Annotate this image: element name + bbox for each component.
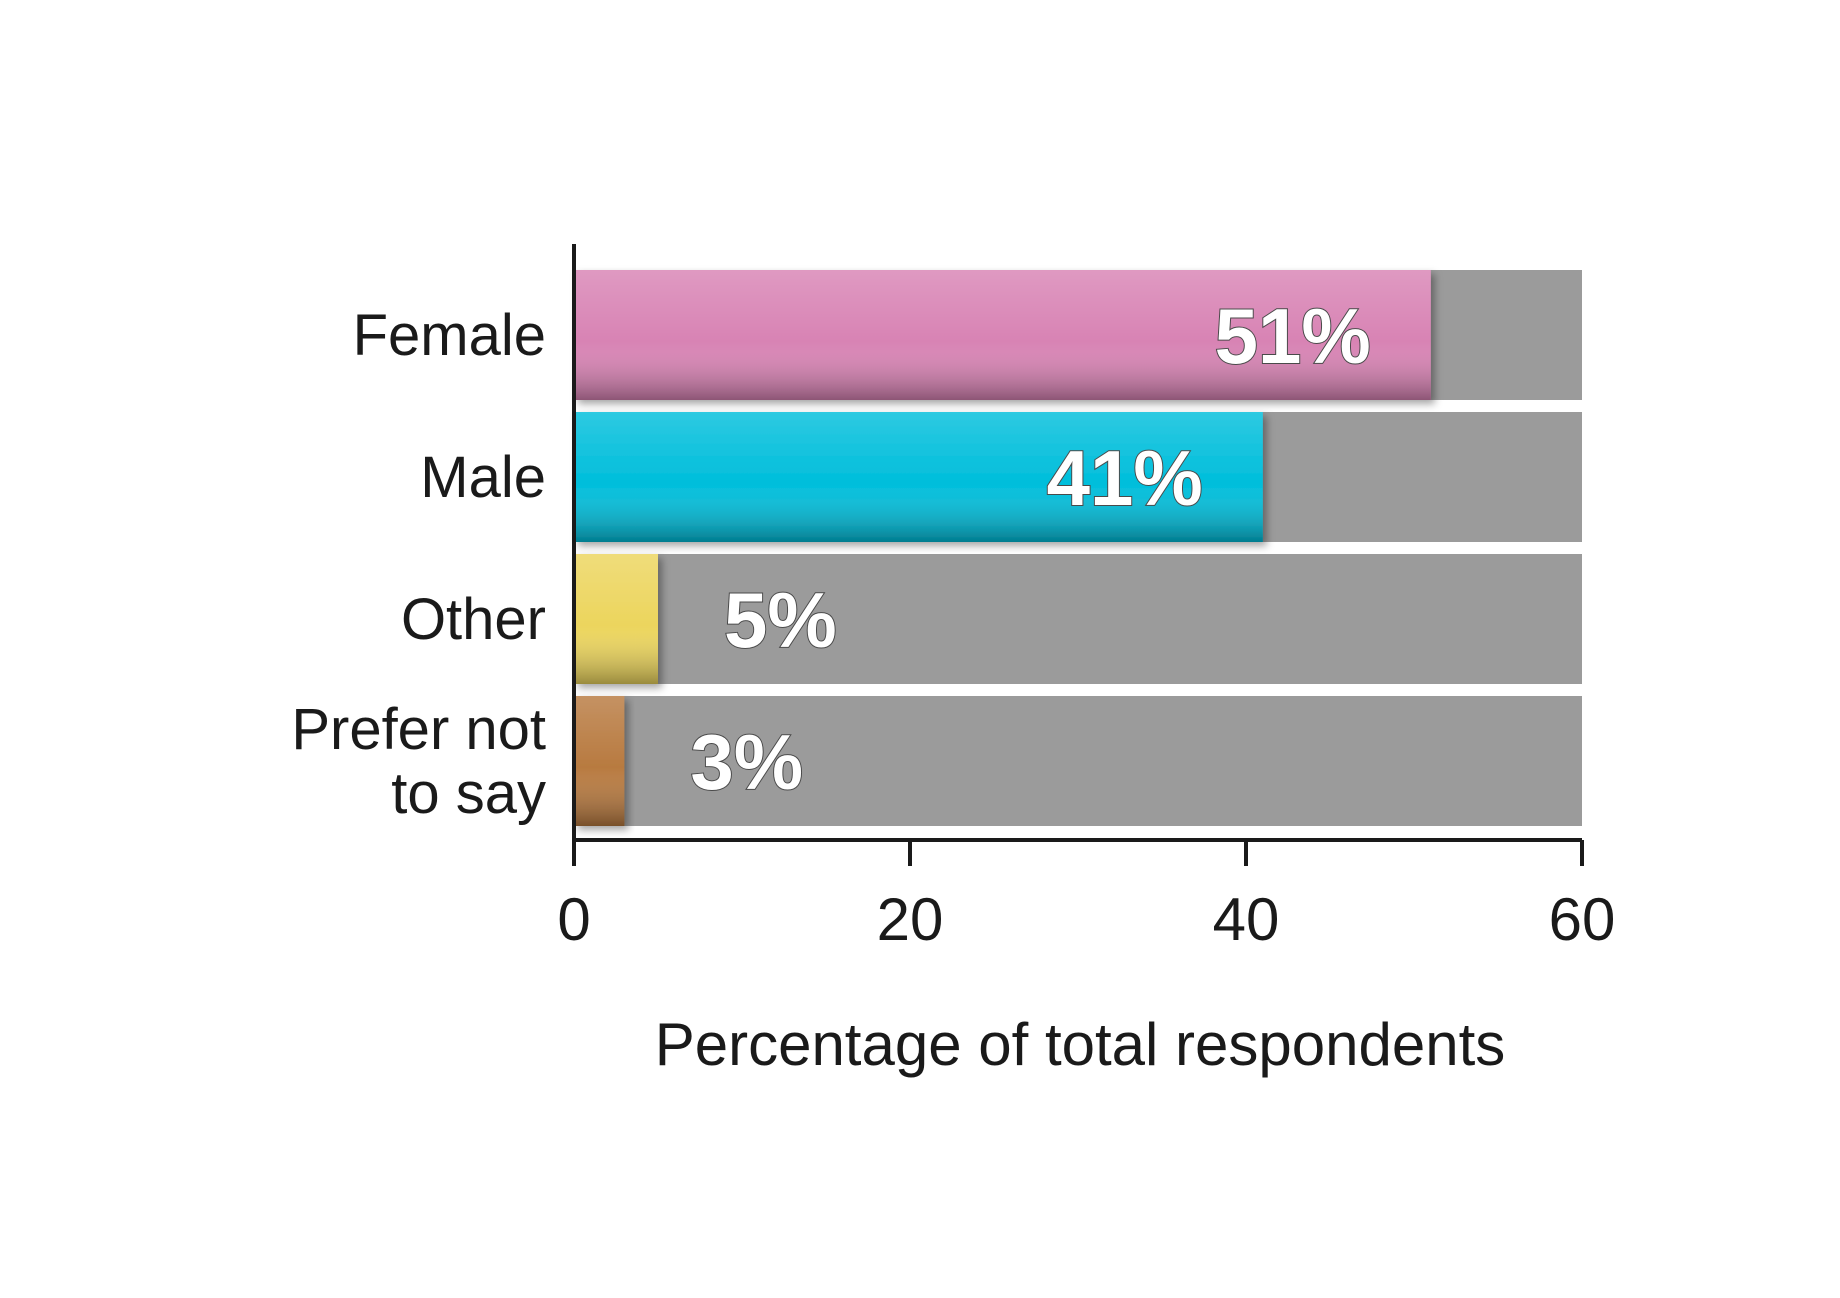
category-label-female: Female [353, 303, 546, 368]
bar-other [574, 554, 658, 684]
x-tick-label-40: 40 [1213, 886, 1280, 953]
category-label-male: Male [420, 445, 546, 510]
category-label-prefer-not-to-say: Prefer not to say [291, 697, 546, 826]
value-label-prefer-not-to-say: 3% [690, 718, 803, 806]
x-axis: 0 20 40 60 [557, 244, 1615, 953]
value-label-female: 51% [1215, 292, 1371, 380]
x-tick-label-60: 60 [1549, 886, 1616, 953]
x-tick-label-0: 0 [557, 886, 590, 953]
value-label-other: 5% [724, 576, 837, 664]
category-label-other: Other [401, 587, 546, 652]
x-tick-label-20: 20 [877, 886, 944, 953]
bar-female [574, 270, 1431, 400]
background-bar-other [574, 554, 1582, 684]
x-axis-title: Percentage of total respondents [655, 1011, 1506, 1078]
value-label-male: 41% [1047, 434, 1203, 522]
background-bar-prefer-not-to-say [574, 696, 1582, 826]
value-labels: 51%41% 5% 3% [689, 291, 1371, 807]
value-bars [574, 270, 1431, 826]
category-labels: Female Male Other Prefer not to say [291, 303, 546, 826]
bar-prefer-not-to-say [574, 696, 625, 826]
bar-male [574, 412, 1263, 542]
